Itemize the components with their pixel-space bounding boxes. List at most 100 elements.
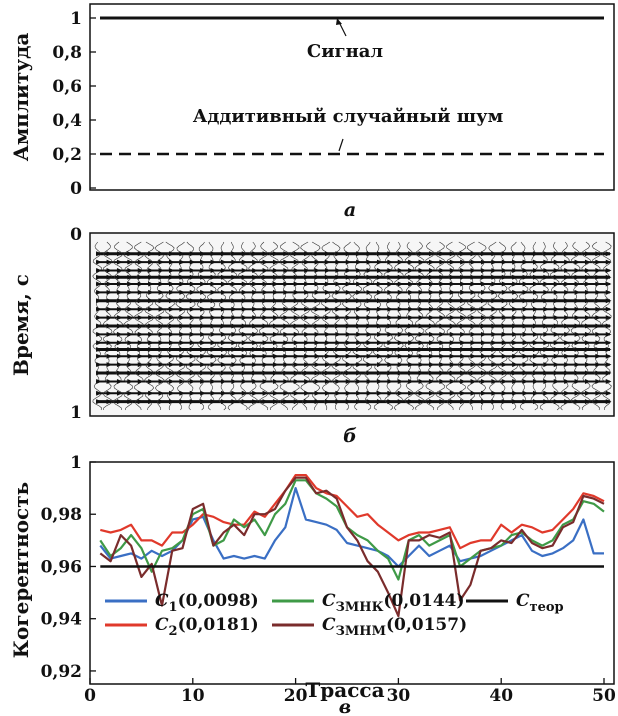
wavelet xyxy=(127,289,134,295)
wavelet xyxy=(480,259,487,265)
wavelet xyxy=(314,362,321,368)
wavelet xyxy=(595,370,602,376)
wavelet xyxy=(168,315,175,321)
wavelet xyxy=(345,323,352,329)
wavelet xyxy=(439,378,446,384)
wavelet xyxy=(460,340,466,346)
wavelet xyxy=(272,390,279,396)
wavelet xyxy=(262,289,269,295)
wavelet xyxy=(168,298,175,304)
wavelet xyxy=(439,259,446,265)
wavelet xyxy=(262,323,269,329)
wavelet xyxy=(408,378,414,384)
wavelet xyxy=(460,289,466,295)
wavelet xyxy=(553,289,560,295)
wavelet xyxy=(252,274,258,280)
wavelet xyxy=(220,323,227,329)
legend-label-1: C1(0,0098) xyxy=(155,591,259,615)
wavelet xyxy=(449,274,456,280)
wavelet xyxy=(366,331,373,337)
wavelet xyxy=(408,323,414,329)
wavelet xyxy=(189,353,196,359)
wavelet xyxy=(283,331,290,337)
wavelet xyxy=(449,268,456,274)
wavelet xyxy=(553,274,560,280)
wavelet xyxy=(158,378,165,384)
wavelet xyxy=(231,306,238,312)
wavelet xyxy=(366,251,373,257)
wavelet xyxy=(127,347,134,353)
wavelet xyxy=(189,281,196,287)
wavelet xyxy=(137,331,144,337)
noise-annotation: Аддитивный случайный шум xyxy=(193,106,504,127)
wavelet xyxy=(397,353,404,359)
wavelet xyxy=(106,399,113,405)
panel-c-ytick-3: 0,98 xyxy=(41,505,82,525)
wavelet xyxy=(491,306,498,312)
wavelet xyxy=(314,259,321,265)
wavelet xyxy=(345,390,352,396)
wavelet xyxy=(584,378,591,384)
wavelet xyxy=(418,362,425,368)
wavelet xyxy=(262,340,269,346)
wavelet xyxy=(179,289,186,295)
wavelet xyxy=(564,289,570,295)
wavelet xyxy=(532,281,539,287)
wavelet xyxy=(584,340,591,346)
wavelet xyxy=(387,340,394,346)
wavelet xyxy=(595,378,602,384)
wavelet xyxy=(376,281,383,287)
wavelet xyxy=(522,378,529,384)
wavelet xyxy=(293,306,300,312)
wavelet xyxy=(532,347,539,353)
wavelet xyxy=(116,362,123,368)
wavelet xyxy=(262,353,269,359)
wavelet xyxy=(137,315,144,321)
wavelet xyxy=(418,323,425,329)
wavelet xyxy=(148,370,154,376)
wavelet xyxy=(605,340,612,346)
wavelet xyxy=(439,306,446,312)
wavelet xyxy=(158,362,165,368)
wavelet xyxy=(262,274,269,280)
wavelet xyxy=(522,331,529,337)
panel-c-xtick-2: 20 xyxy=(284,686,308,706)
wavelet xyxy=(304,281,310,287)
wavelet xyxy=(428,399,435,405)
wavelet xyxy=(460,370,466,376)
wavelet xyxy=(522,390,529,396)
wavelet xyxy=(439,268,446,274)
wavelet xyxy=(335,323,342,329)
wavelet xyxy=(189,259,196,265)
wavelet xyxy=(210,323,217,329)
wavelet xyxy=(595,289,602,295)
wavelet xyxy=(543,274,550,280)
wavelet xyxy=(200,289,206,295)
wavelet xyxy=(408,390,414,396)
wavelet xyxy=(304,399,310,405)
wavelet xyxy=(116,289,123,295)
wavelet xyxy=(460,378,466,384)
wavelet xyxy=(397,323,404,329)
wavelet xyxy=(460,315,466,321)
wavelet xyxy=(272,306,279,312)
wavelet xyxy=(584,323,591,329)
wavelet xyxy=(605,370,612,376)
wavelet xyxy=(293,315,300,321)
wavelet xyxy=(283,347,290,353)
wavelet xyxy=(387,274,394,280)
wavelet xyxy=(376,306,383,312)
wavelet xyxy=(584,306,591,312)
panel-c-ytick-2: 0,96 xyxy=(41,557,82,577)
wavelet xyxy=(387,347,394,353)
wavelet xyxy=(512,378,518,384)
panel-c-ytick-4: 1 xyxy=(70,453,82,473)
wavelet xyxy=(397,281,404,287)
wavelet xyxy=(324,378,331,384)
wavelet xyxy=(210,390,217,396)
wavelet xyxy=(366,370,373,376)
wavelet xyxy=(428,340,435,346)
wavelet xyxy=(137,281,144,287)
wavelet xyxy=(356,353,362,359)
wavelet xyxy=(189,340,196,346)
